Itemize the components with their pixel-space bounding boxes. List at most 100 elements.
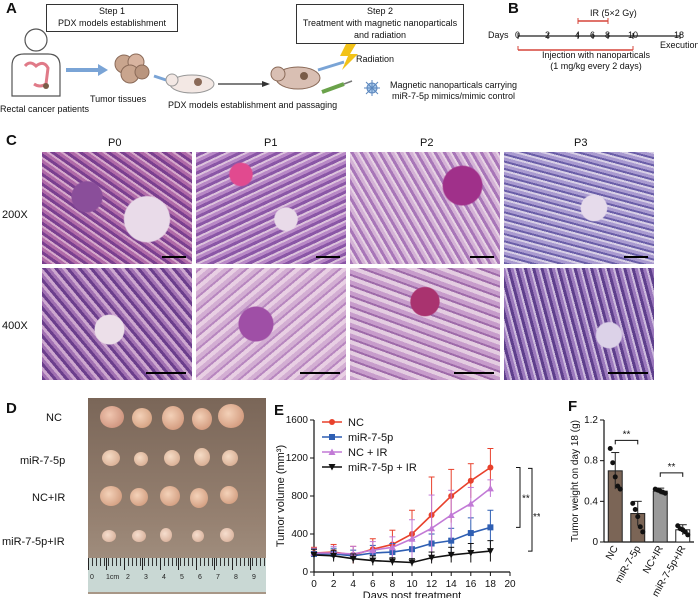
- mouse-icon: [270, 66, 321, 90]
- x-tick-label: 2: [331, 579, 337, 590]
- radiation-label: Radiation: [356, 54, 395, 64]
- col-label-p2: P2: [420, 137, 434, 149]
- histology-p1-200x: [196, 152, 346, 264]
- x-tick-label: 20: [504, 579, 516, 590]
- tick-10: 10: [628, 30, 639, 40]
- legend-marker: [329, 434, 335, 440]
- tumor: [220, 486, 238, 504]
- col-label-p3: P3: [574, 137, 588, 149]
- panel-label-c: C: [6, 132, 17, 149]
- row-mir-ir: miR-7-5p+IR: [2, 536, 65, 548]
- y-axis-label: Tumor weight on day 18 (g): [570, 420, 581, 542]
- panel-label-d: D: [6, 400, 17, 417]
- series-line: [313, 550, 491, 564]
- x-tick-label: 6: [370, 579, 376, 590]
- significance-bracket: [614, 439, 639, 445]
- tick-4: 4: [575, 30, 581, 40]
- data-point: [388, 543, 396, 551]
- tumor: [134, 452, 148, 466]
- legend-marker: [328, 448, 336, 455]
- tumor: [160, 486, 180, 506]
- patient-icon: [11, 28, 61, 97]
- nanoparticle-icon: [364, 80, 380, 96]
- tick-0: 0: [515, 30, 521, 40]
- tumor-volume-chart: 0 400 800 1200 1600 0 2 4 6 8 10 12 14 16 18 20 Days pos…: [275, 415, 540, 598]
- series-line: [313, 466, 491, 556]
- passaging-label: PDX models establishment and passaging: [168, 100, 338, 110]
- mouse-icon: [165, 73, 215, 94]
- data-point: [447, 511, 455, 518]
- tumor: [192, 408, 212, 430]
- x-tick-label: 18: [485, 579, 497, 590]
- tumor: [222, 450, 238, 466]
- data-point: [369, 546, 377, 554]
- data-point: [632, 506, 638, 512]
- step1-box: Step 1 PDX models establishment: [46, 4, 178, 32]
- row-label-400x: 400X: [2, 320, 28, 332]
- histology-p1-400x: [196, 268, 346, 380]
- significance-bracket: [528, 467, 533, 552]
- y-tick-label: 0.8: [584, 456, 598, 467]
- x-tick-label: 8: [390, 579, 396, 590]
- data-point: [637, 524, 643, 530]
- y-tick-label: 0.4: [584, 496, 598, 507]
- tumor: [132, 530, 146, 542]
- data-point: [640, 529, 646, 535]
- y-tick-label: 0: [302, 567, 308, 578]
- panel-a-illustration: [11, 28, 380, 97]
- tumor: [130, 488, 148, 506]
- tumor: [102, 450, 120, 466]
- y-tick-label: 1.2: [584, 415, 598, 426]
- legend-label: NC + IR: [348, 447, 387, 459]
- data-point: [349, 555, 357, 563]
- data-point: [662, 490, 668, 496]
- tumor: [100, 406, 124, 428]
- nanoparticle-label: Magnetic nanoparticals carrying miR-7-5p…: [390, 80, 517, 102]
- tumor: [192, 530, 204, 542]
- ruler-tick-label: 5: [180, 574, 184, 581]
- ruler-tick-label: 3: [144, 574, 148, 581]
- bar: [652, 490, 668, 543]
- data-point: [487, 464, 494, 471]
- nanoparticle-label-line1: Magnetic nanoparticals carrying: [390, 80, 518, 90]
- y-tick-label: 800: [291, 491, 308, 502]
- y-tick-label: 0: [592, 537, 598, 548]
- tumor: [218, 404, 244, 428]
- histology-p3-400x: [504, 268, 654, 380]
- ruler-tick-label: 6: [198, 574, 202, 581]
- histology-p2-400x: [350, 268, 500, 380]
- y-axis-label: Tumor volume (mm³): [275, 445, 287, 547]
- legend-marker: [328, 464, 336, 471]
- ruler-tick-label: 1cm: [106, 574, 120, 581]
- step2-box: Step 2 Treatment with magnetic nanoparti…: [296, 4, 464, 44]
- x-tick-label: 10: [406, 579, 418, 590]
- injection-line2: (1 mg/kg every 2 days): [550, 61, 642, 71]
- tick-6: 6: [590, 30, 596, 40]
- legend-label: NC: [348, 417, 364, 429]
- injection-label: Injection with nanoparticals (1 mg/kg ev…: [542, 50, 650, 72]
- data-point: [685, 532, 691, 538]
- data-point: [467, 500, 475, 507]
- ruler-tick-label: 9: [252, 574, 256, 581]
- data-point: [612, 474, 618, 480]
- tissue-label: Tumor tissues: [90, 94, 147, 104]
- histology-p2-200x: [350, 152, 500, 264]
- data-point: [388, 558, 396, 566]
- panel-label-f: F: [568, 398, 578, 415]
- tumor: [102, 530, 116, 542]
- significance-bracket: [516, 467, 521, 528]
- legend-label: miR-7-5p + IR: [348, 462, 417, 474]
- row-label-200x: 200X: [2, 209, 28, 221]
- y-tick-label: 1600: [286, 415, 309, 426]
- step1-subtitle: PDX models establishment: [57, 18, 167, 28]
- data-point: [408, 535, 416, 542]
- histology-p3-200x: [504, 152, 654, 264]
- ruler: 0 1cm 2 3 4 5 6 7 8 9: [88, 558, 266, 592]
- step2-title: Step 2: [366, 6, 394, 16]
- histology-p0-400x: [42, 268, 192, 380]
- data-point: [635, 514, 641, 520]
- ir-label: IR (5×2 Gy): [590, 8, 637, 18]
- y-tick-label: 1200: [286, 453, 309, 464]
- tumor: [220, 528, 234, 542]
